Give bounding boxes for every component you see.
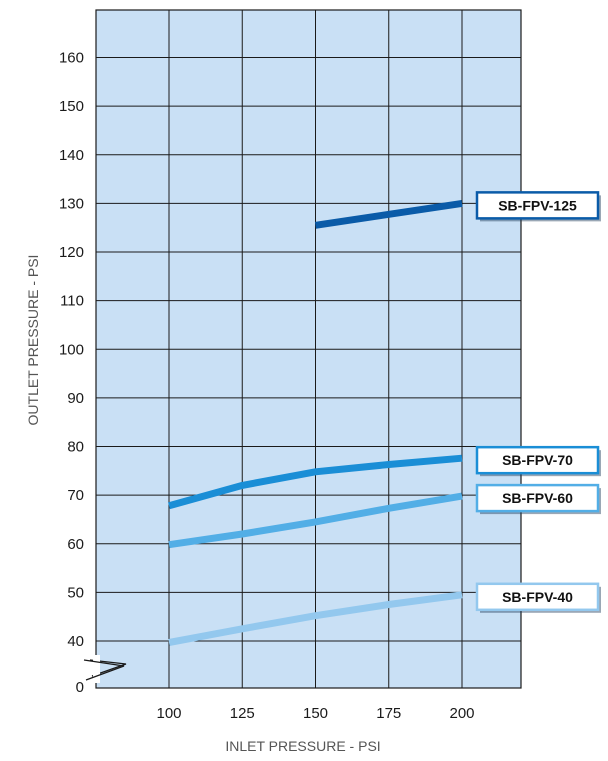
series-line-sb-fpv-70 <box>168 454 463 510</box>
series-label-sb-fpv-40: SB-FPV-40 <box>475 582 601 613</box>
y-axis: 0 40 50 60 70 80 90 100 110 120 130 140 150 160 <box>59 50 84 697</box>
series-label-box <box>475 191 600 220</box>
y-tick-label-70: 70 <box>67 487 84 504</box>
series-label-text: SB-FPV-60 <box>502 490 573 506</box>
x-tick-label-100: 100 <box>156 705 181 722</box>
series-line-sb-fpv-40 <box>168 591 463 646</box>
series-label-sb-fpv-125: SB-FPV-125 <box>475 191 601 222</box>
x-tick-label-200: 200 <box>449 705 474 722</box>
axis-break <box>83 655 127 683</box>
x-tick-label-175: 175 <box>376 705 401 722</box>
y-tick-label-60: 60 <box>67 536 84 553</box>
series-labels: SB-FPV-125 SB-FPV-70 SB-FPV-60 SB-FPV-40 <box>475 191 601 613</box>
y-tick-label-90: 90 <box>67 390 84 407</box>
series-lines <box>168 199 463 646</box>
series-line-sb-fpv-60 <box>168 492 463 549</box>
y-tick-label-140: 140 <box>59 147 84 164</box>
y-tick-label-0: 0 <box>76 679 84 696</box>
x-tick-label-125: 125 <box>230 705 255 722</box>
axis-break-gap <box>93 655 100 683</box>
y-tick-label-150: 150 <box>59 98 84 115</box>
series-label-text: SB-FPV-70 <box>502 452 573 468</box>
y-tick-label-110: 110 <box>60 293 84 310</box>
series-label-sb-fpv-70: SB-FPV-70 <box>475 445 601 477</box>
y-tick-label-130: 130 <box>59 195 84 212</box>
series-label-text: SB-FPV-40 <box>502 589 573 605</box>
y-axis-title: OUTLET PRESSURE - PSI <box>25 255 41 426</box>
series-label-sb-fpv-60: SB-FPV-60 <box>475 483 601 515</box>
y-tick-label-120: 120 <box>59 244 84 261</box>
axis-break-zigzag <box>83 659 125 681</box>
x-tick-label-150: 150 <box>303 705 328 722</box>
x-axis-title: INLET PRESSURE - PSI <box>225 738 380 754</box>
x-axis: 100 125 150 175 200 <box>156 705 474 722</box>
series-label-box <box>475 582 600 612</box>
series-label-box <box>475 483 600 513</box>
y-tick-label-80: 80 <box>67 439 84 456</box>
y-tick-label-100: 100 <box>59 341 84 358</box>
series-label-text: SB-FPV-125 <box>498 197 577 213</box>
series-label-box <box>475 445 600 475</box>
y-tick-label-50: 50 <box>67 584 84 601</box>
y-tick-label-40: 40 <box>67 633 84 650</box>
series-line-sb-fpv-125 <box>314 199 463 229</box>
gridlines <box>95 9 522 689</box>
y-tick-label-160: 160 <box>59 50 84 67</box>
